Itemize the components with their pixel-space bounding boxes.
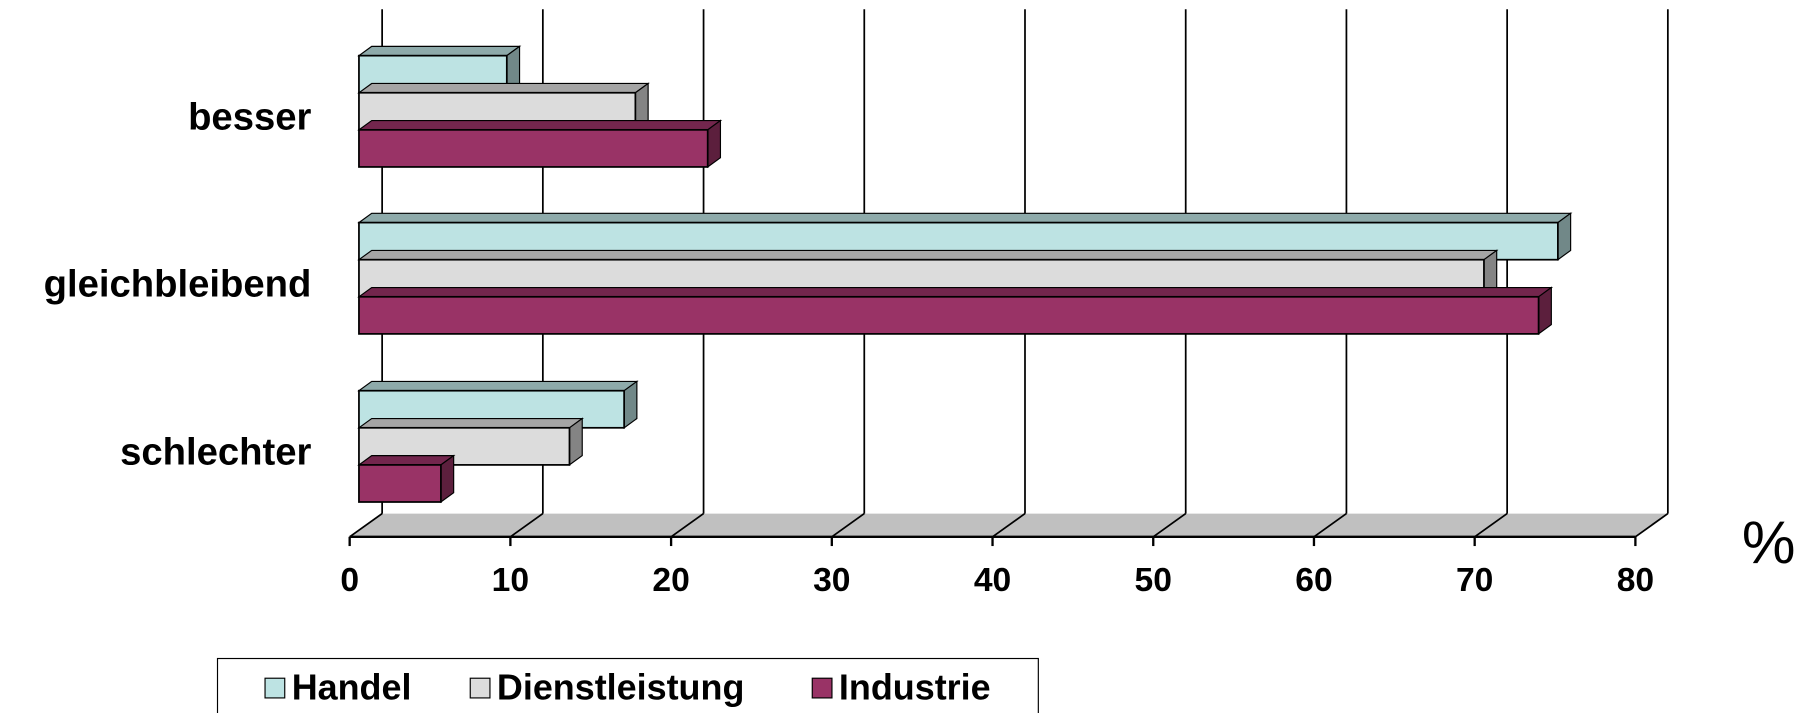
- floor-grid-line: [1313, 512, 1347, 538]
- bar: [358, 464, 442, 503]
- bar-top: [357, 380, 639, 392]
- floor-grid-line: [349, 512, 383, 538]
- y-tick-label: schlechter: [120, 431, 311, 474]
- x-tick-label: 50: [1135, 562, 1172, 599]
- bar-top: [357, 286, 1554, 298]
- legend-label: Handel: [292, 666, 412, 707]
- bar: [358, 128, 709, 168]
- floor-grid-line: [992, 512, 1026, 538]
- floor-grid-line: [1152, 512, 1187, 538]
- x-axis-label: %: [1742, 508, 1796, 576]
- floor-grid-line: [670, 512, 705, 538]
- x-tick-label: 0: [340, 562, 359, 599]
- bar-top: [357, 455, 456, 466]
- legend-swatch: [469, 677, 491, 699]
- bar-top: [357, 82, 650, 94]
- floor-grid-line: [509, 512, 544, 538]
- x-tick-label: 10: [492, 562, 529, 599]
- legend-swatch: [811, 677, 833, 699]
- x-tick-label: 30: [813, 562, 850, 599]
- legend-box: [216, 657, 1039, 713]
- legend-label: Industrie: [839, 666, 991, 707]
- y-tick-label: gleichbleibend: [44, 262, 312, 305]
- legend-swatch: [264, 677, 286, 699]
- bar-top: [357, 417, 585, 429]
- x-tick-label: 60: [1295, 562, 1332, 599]
- bar-top: [357, 119, 723, 131]
- x-tick-label: 80: [1617, 562, 1654, 599]
- bar-top: [357, 45, 522, 57]
- floor-grid-line: [1474, 512, 1508, 538]
- x-tick-label: 20: [652, 562, 689, 599]
- bar-top: [357, 249, 1499, 261]
- bar-top: [357, 212, 1573, 224]
- x-tick-label: 40: [974, 562, 1011, 599]
- floor-grid-line: [1634, 512, 1669, 538]
- bar: [358, 295, 1540, 335]
- y-tick-label: besser: [188, 96, 311, 139]
- floor-grid-line: [831, 512, 865, 538]
- x-tick-label: 70: [1456, 562, 1493, 599]
- legend-label: Dienstleistung: [497, 666, 745, 707]
